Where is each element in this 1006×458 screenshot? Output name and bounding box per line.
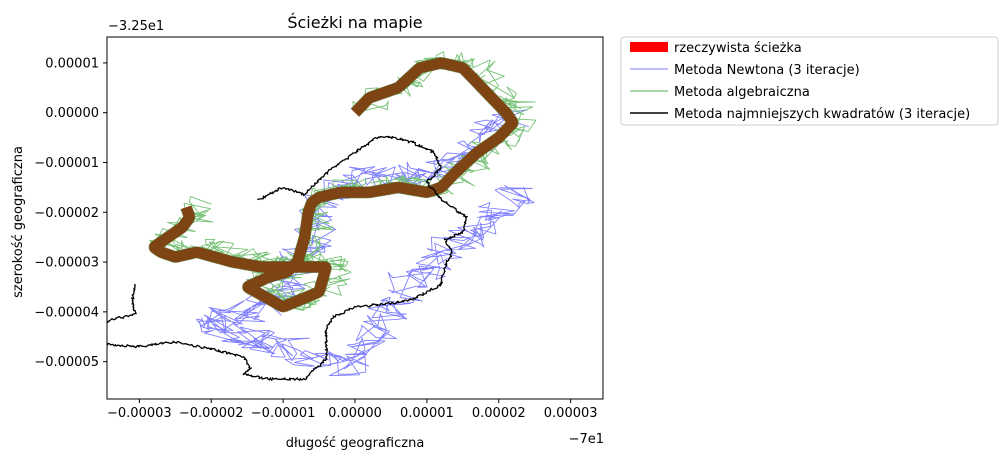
- y-tick-label: −0.00005: [34, 355, 99, 370]
- x-tick-label: 0.00001: [400, 406, 454, 421]
- legend-box: [620, 36, 999, 126]
- x-tick-label: −0.00003: [107, 406, 172, 421]
- series-line-algebraic: [148, 51, 537, 311]
- legend-label: Metoda najmniejszych kwadratów (3 iterac…: [674, 107, 970, 122]
- x-tick-label: −0.00001: [251, 406, 316, 421]
- series-layer: [107, 51, 537, 381]
- legend-label: Metoda algebraiczna: [674, 85, 810, 100]
- legend: rzeczywista ścieżka Metoda Newtona (3 ite…: [620, 36, 999, 126]
- legend-label: rzeczywista ścieżka: [674, 41, 802, 56]
- ticks-layer: −0.00003 −0.00002 −0.00001 0.00000 0.00001 0.…: [34, 56, 597, 421]
- x-offset-label: −7e1: [569, 432, 604, 447]
- x-tick-label: 0.00003: [544, 406, 598, 421]
- series-overlay-true-path: [148, 57, 519, 313]
- y-tick-label: −0.00001: [34, 156, 99, 171]
- y-tick-label: −0.00003: [34, 256, 99, 271]
- y-tick-label: −0.00004: [34, 305, 99, 320]
- x-axis-label: długość geograficzna: [286, 436, 425, 451]
- y-tick-label: −0.00002: [34, 206, 99, 221]
- plot-frame: [106, 36, 604, 400]
- series-line-least-squares: [107, 135, 468, 381]
- x-tick-label: 0.00000: [328, 406, 382, 421]
- x-tick-label: 0.00002: [472, 406, 526, 421]
- y-tick-label: 0.00001: [45, 56, 99, 71]
- legend-label: Metoda Newtona (3 iteracje): [674, 63, 860, 78]
- y-axis-label: szerokość geograficzna: [11, 146, 26, 298]
- chart-title: Ścieżki na mapie: [287, 13, 422, 32]
- x-tick-label: −0.00002: [179, 406, 244, 421]
- y-offset-label: −3.25e1: [108, 19, 164, 34]
- y-tick-label: 0.00000: [45, 106, 99, 121]
